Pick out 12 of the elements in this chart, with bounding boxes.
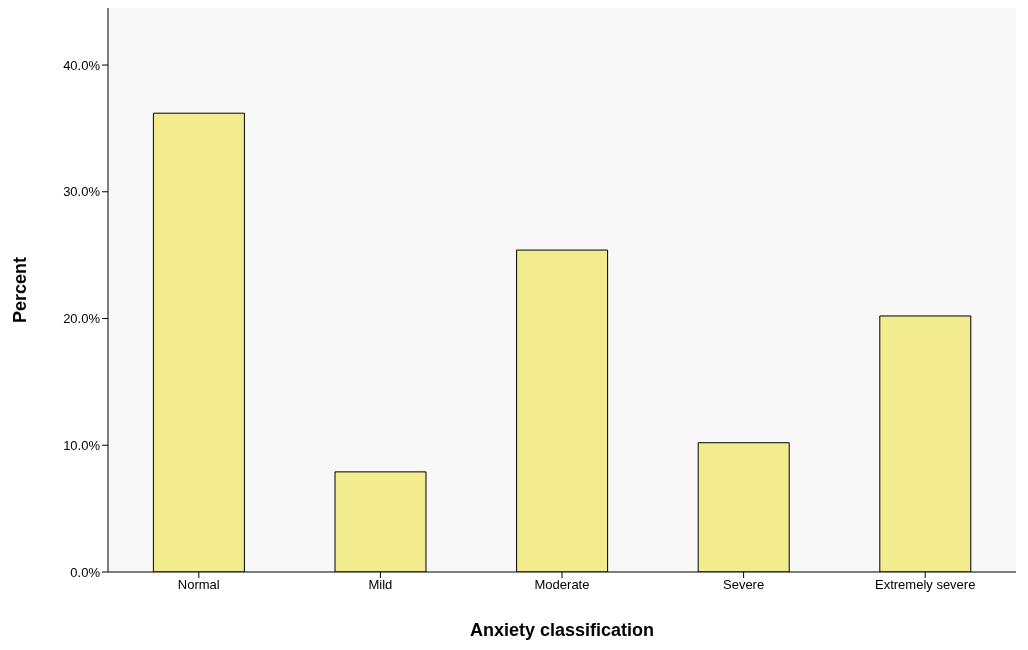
x-tick-label: Moderate [534,577,590,593]
y-axis-title: Percent [10,256,31,324]
y-tick-label: 0.0% [70,564,101,580]
y-tick-label: 20.0% [63,311,101,327]
y-tick-label: 30.0% [63,184,101,200]
x-tick-label: Extremely severe [874,577,976,593]
x-tick-label: Normal [177,577,220,593]
y-tick-label: 10.0% [63,437,101,453]
y-tick-label: 40.0% [63,57,101,73]
x-axis-title: Anxiety classification [469,620,655,640]
x-tick-label: Severe [723,577,765,593]
x-tick-label: Mild [368,577,393,593]
